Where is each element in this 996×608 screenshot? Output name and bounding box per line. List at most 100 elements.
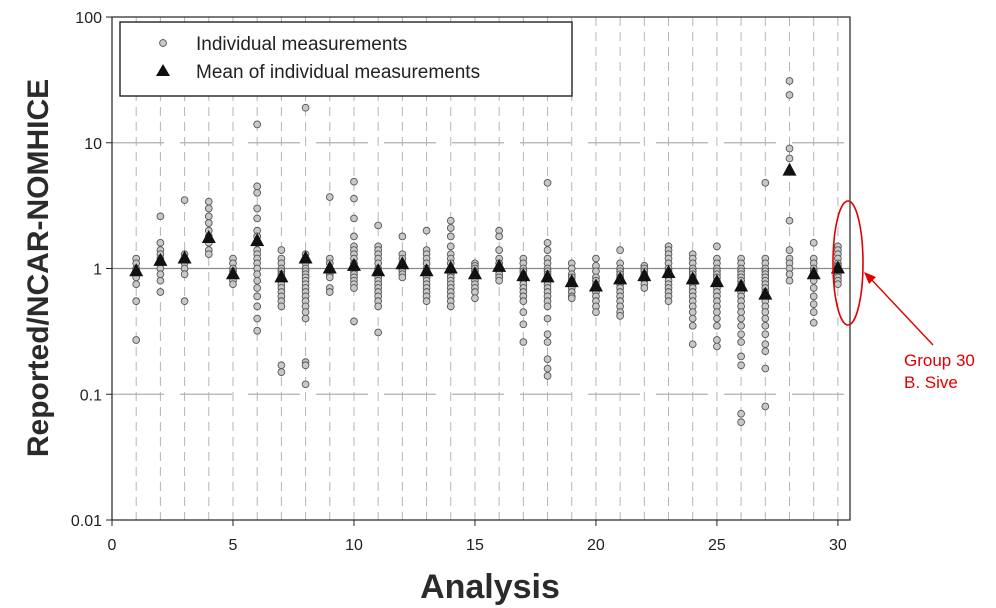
measurement-point (543, 330, 552, 339)
measurement-point (180, 196, 189, 204)
measurement-point (785, 246, 794, 254)
measurement-point (156, 276, 165, 285)
x-tick-label: 25 (708, 537, 726, 554)
measurement-point (253, 270, 262, 279)
measurement-point (132, 336, 141, 344)
measurement-point (761, 364, 770, 373)
measurement-point (785, 91, 794, 99)
measurement-point (180, 297, 189, 305)
measurement-point (543, 355, 552, 364)
mean-marker (516, 268, 531, 282)
measurement-point (132, 297, 141, 305)
y-axis-label-wrapper: Reported/NCAR-NOMHICE (22, 79, 55, 457)
measurement-point (737, 352, 745, 361)
legend-entry-mean: Mean of individual measurements (196, 62, 480, 83)
measurement-point (785, 270, 794, 279)
measurement-point (446, 242, 455, 251)
mean-marker (298, 250, 313, 264)
annotation-group30 (832, 200, 934, 346)
measurement-point (471, 294, 479, 303)
measurement-point (277, 361, 286, 370)
legend-entry-individual: Individual measurements (196, 34, 407, 55)
mean-marker (201, 229, 216, 243)
measurement-point (519, 320, 528, 329)
annotation-arrow-head (864, 272, 876, 284)
measurement-point (301, 380, 310, 389)
measurement-point (446, 232, 455, 241)
measurement-point (350, 194, 358, 203)
annotation-arrow-line (869, 277, 934, 346)
measurement-point (592, 308, 600, 316)
measurement-point (543, 238, 552, 247)
measurement-point (253, 204, 262, 213)
measurement-point (543, 372, 552, 380)
mean-marker (371, 263, 386, 277)
measurement-point (519, 338, 528, 346)
measurement-point (301, 314, 310, 323)
annotation-line-1: Group 30 (904, 351, 975, 370)
measurement-point (761, 321, 770, 330)
measurement-point (398, 273, 407, 282)
measurement-point (350, 232, 358, 241)
measurement-point (543, 314, 552, 323)
mean-marker (419, 263, 434, 277)
measurement-point (519, 297, 528, 305)
annotation-ellipse (832, 200, 864, 326)
measurement-point (350, 214, 358, 223)
measurement-point (761, 347, 770, 356)
measurement-point (325, 273, 334, 282)
measurement-point (132, 280, 141, 289)
mean-marker (637, 268, 652, 282)
tick-layer: 0.01 0.1 1 10 100 0 5 10 15 20 25 30 (71, 10, 847, 554)
mean-marker (492, 258, 507, 272)
measurement-point (446, 224, 455, 232)
measurement-point (277, 246, 286, 254)
measurement-point (737, 314, 745, 323)
mean-marker (153, 252, 168, 266)
measurement-point (616, 312, 624, 320)
y-tick-label: 1 (93, 262, 102, 279)
measurement-point (713, 242, 721, 251)
measurement-point (785, 144, 794, 153)
legend: Individual measurements Mean of individu… (119, 21, 573, 97)
mean-marker (274, 269, 289, 283)
measurement-point (543, 246, 552, 254)
measurement-point (785, 77, 794, 85)
mean-marker (806, 266, 821, 280)
measurement-point (543, 302, 552, 311)
measurement-point (495, 232, 503, 241)
mean-marker (250, 233, 265, 247)
mean-marker (322, 260, 337, 274)
measurement-point (809, 318, 818, 327)
measurement-point (761, 308, 770, 316)
measurement-point (543, 178, 552, 187)
measurement-point (688, 308, 697, 316)
measurement-point (253, 292, 262, 301)
measurement-point (229, 280, 237, 289)
measurement-point (204, 219, 213, 227)
measurement-point (374, 221, 383, 230)
measurement-point (688, 321, 697, 330)
mean-marker (782, 162, 797, 176)
measurement-point (301, 308, 310, 316)
grid-layer (112, 17, 850, 520)
mean-marker (467, 266, 482, 280)
measurement-point (204, 204, 213, 213)
mean-marker (346, 257, 361, 271)
measurement-point (277, 302, 286, 311)
measurement-point (713, 342, 721, 351)
measurement-point (204, 250, 213, 259)
measurement-point (277, 368, 286, 376)
mean-marker (177, 250, 192, 264)
measurement-point (664, 297, 673, 305)
measurement-point (301, 361, 310, 370)
measurement-point (495, 246, 503, 254)
mean-marker (443, 260, 458, 274)
measurement-point (737, 418, 745, 426)
measurement-point (253, 326, 262, 335)
measurement-point (616, 246, 624, 254)
legend-triangle-marker (156, 64, 170, 76)
measurement-point (737, 361, 745, 370)
measurement-point (325, 193, 334, 201)
